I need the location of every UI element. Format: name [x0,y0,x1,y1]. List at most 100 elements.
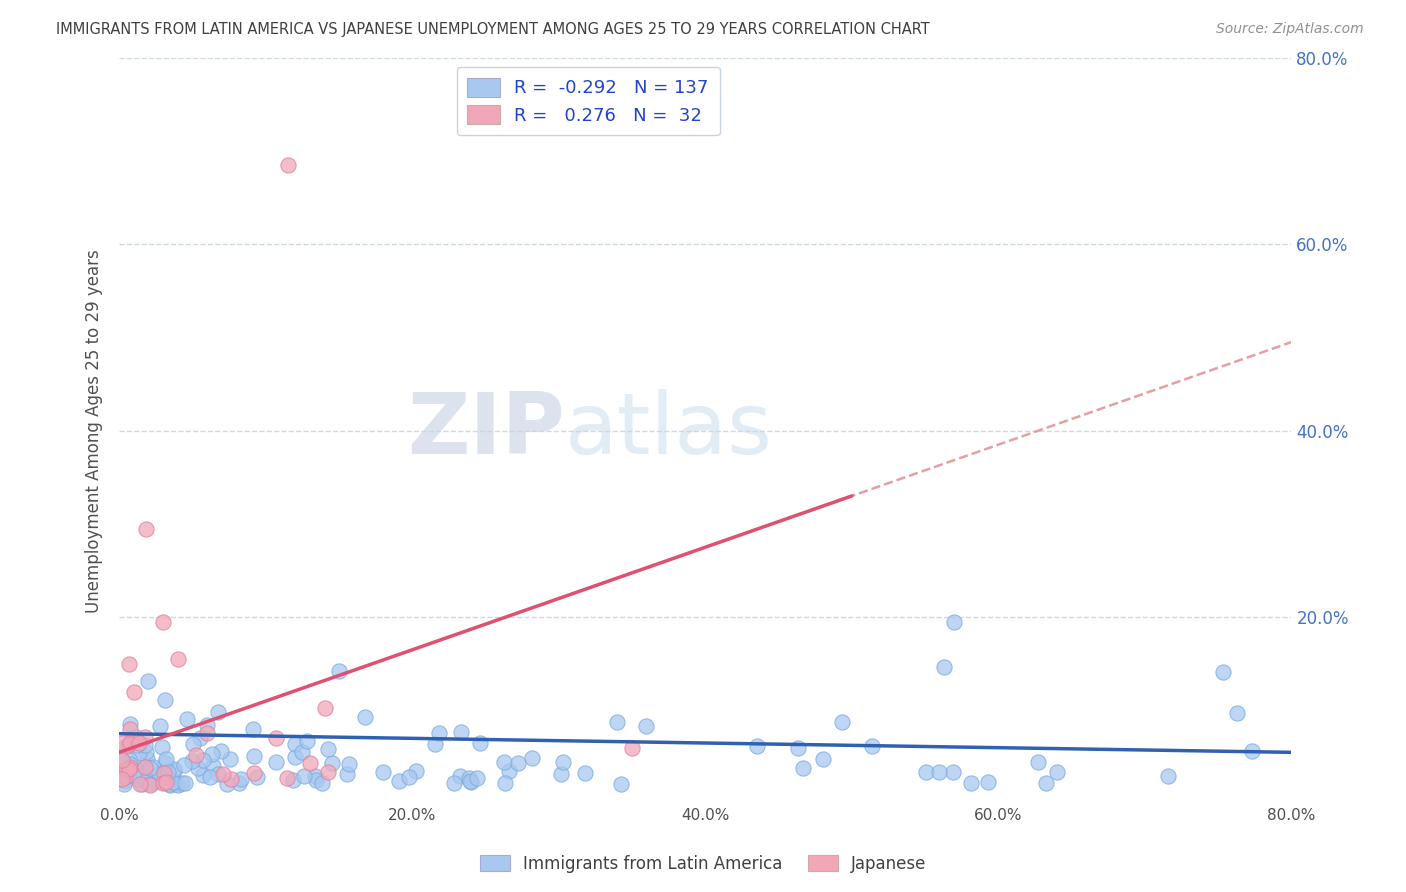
Point [152,774,174,789]
Point [138,778,160,792]
Point [152,766,174,780]
Point [215,777,238,791]
Point [134,738,156,752]
Point [150,739,173,754]
Point [246,770,269,784]
Point [127,772,149,786]
Point [460,775,482,789]
Point [118,762,141,776]
Point [111,754,134,768]
Legend: R =  -0.292   N = 137, R =   0.276   N =  32: R = -0.292 N = 137, R = 0.276 N = 32 [457,67,720,136]
Point [202,759,225,773]
Point [197,726,219,740]
Point [152,615,174,629]
Point [219,772,242,786]
Point [120,756,142,771]
Point [494,755,516,769]
Point [112,756,135,771]
Point [298,756,321,770]
Point [470,736,492,750]
Point [207,767,229,781]
Point [114,739,136,754]
Point [209,743,232,757]
Point [139,777,162,791]
Point [153,769,176,783]
Point [142,771,165,785]
Point [281,772,304,787]
Point [609,777,631,791]
Point [162,764,184,778]
Point [553,755,575,769]
Point [111,736,134,750]
Point [115,763,138,777]
Point [157,777,180,791]
Point [159,770,181,784]
Point [316,764,339,779]
Point [138,761,160,775]
Point [117,738,139,752]
Point [1157,769,1180,783]
Point [450,725,472,739]
Point [423,737,446,751]
Point [114,770,136,784]
Point [162,775,184,789]
Point [520,751,543,765]
Point [405,764,427,779]
Point [174,776,197,790]
Y-axis label: Unemployment Among Ages 25 to 29 years: Unemployment Among Ages 25 to 29 years [86,249,103,613]
Point [242,722,264,736]
Point [156,765,179,780]
Point [1026,755,1049,769]
Point [181,737,204,751]
Point [173,757,195,772]
Point [155,775,177,789]
Point [506,756,529,770]
Point [148,773,170,788]
Point [276,772,298,786]
Text: IMMIGRANTS FROM LATIN AMERICA VS JAPANESE UNEMPLOYMENT AMONG AGES 25 TO 29 YEARS: IMMIGRANTS FROM LATIN AMERICA VS JAPANES… [56,22,929,37]
Text: Source: ZipAtlas.com: Source: ZipAtlas.com [1216,22,1364,37]
Point [932,660,955,674]
Point [148,767,170,781]
Point [122,768,145,782]
Point [165,777,187,791]
Point [131,777,153,791]
Point [129,777,152,791]
Point [125,764,148,779]
Point [148,772,170,787]
Point [960,776,983,790]
Point [1226,706,1249,721]
Point [243,766,266,780]
Point [284,737,307,751]
Point [337,756,360,771]
Point [353,710,375,724]
Point [163,762,186,776]
Point [188,731,211,745]
Point [321,756,343,771]
Point [152,775,174,789]
Point [135,752,157,766]
Point [1035,776,1057,790]
Point [108,772,131,786]
Point [136,673,159,688]
Point [134,730,156,744]
Legend: Immigrants from Latin America, Japanese: Immigrants from Latin America, Japanese [474,848,932,880]
Point [207,706,229,720]
Point [494,776,516,790]
Point [928,764,950,779]
Point [388,773,411,788]
Point [1212,665,1234,680]
Point [167,652,190,666]
Point [498,764,520,778]
Point [159,778,181,792]
Point [156,771,179,785]
Point [111,772,134,786]
Point [297,734,319,748]
Point [811,752,834,766]
Point [371,765,394,780]
Point [292,769,315,783]
Point [977,774,1000,789]
Point [942,764,965,779]
Point [636,719,658,733]
Point [398,770,420,784]
